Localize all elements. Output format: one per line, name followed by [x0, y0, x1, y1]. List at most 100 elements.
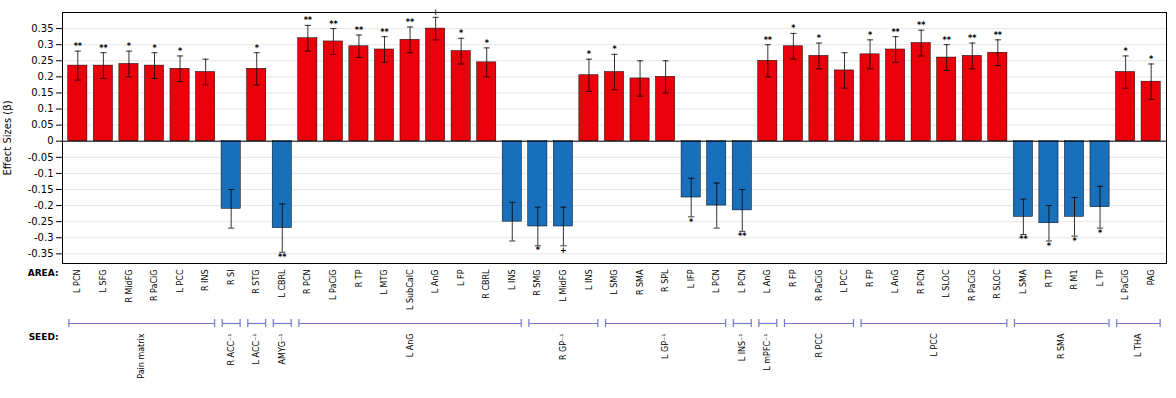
svg-text:*: * — [587, 50, 592, 59]
svg-text:0.15: 0.15 — [31, 87, 53, 98]
svg-text:L mPFC⁻¹: L mPFC⁻¹ — [763, 334, 772, 371]
svg-text:L INS: L INS — [508, 270, 517, 290]
svg-text:L PaCiG: L PaCiG — [329, 270, 338, 300]
svg-text:-0.3: -0.3 — [34, 232, 54, 243]
svg-text:L PCN: L PCN — [712, 269, 721, 292]
svg-text:L TP: L TP — [1096, 269, 1105, 286]
svg-text:R M1: R M1 — [1070, 270, 1079, 290]
svg-text:*: * — [1047, 242, 1052, 251]
svg-text:L INS: L INS — [585, 270, 594, 290]
svg-text:L PCC: L PCC — [930, 333, 939, 356]
svg-text:0.05: 0.05 — [31, 119, 53, 130]
svg-text:*: * — [127, 42, 132, 51]
svg-text:*: * — [1072, 237, 1077, 246]
svg-text:R SPL: R SPL — [661, 269, 670, 292]
svg-text:L PCN: L PCN — [738, 269, 747, 292]
svg-text:+: + — [560, 246, 567, 255]
svg-text:-0.35: -0.35 — [28, 248, 54, 259]
svg-text:R MidFG: R MidFG — [125, 270, 134, 303]
svg-text:L SFG: L SFG — [99, 270, 108, 293]
svg-text:**: ** — [304, 16, 313, 25]
svg-text:-0.25: -0.25 — [28, 216, 54, 227]
svg-text:L AnG: L AnG — [431, 270, 440, 294]
svg-text:-0.2: -0.2 — [34, 200, 54, 211]
svg-text:R ACC⁻¹: R ACC⁻¹ — [227, 334, 236, 366]
svg-text:*: * — [1124, 47, 1129, 56]
svg-text:-0.15: -0.15 — [28, 184, 54, 195]
svg-text:L INS⁻¹: L INS⁻¹ — [738, 334, 747, 362]
svg-text:Effect Sizes (β): Effect Sizes (β) — [2, 100, 13, 175]
svg-text:L MidFG: L MidFG — [559, 270, 568, 302]
svg-text:*: * — [689, 218, 694, 227]
svg-text:AMYG⁻¹: AMYG⁻¹ — [278, 334, 287, 365]
svg-text:R INS: R INS — [201, 270, 210, 292]
svg-text:R PCN: R PCN — [303, 269, 312, 294]
svg-text:L IFP: L IFP — [687, 269, 696, 288]
svg-text:**: ** — [994, 31, 1003, 40]
svg-text:**: ** — [406, 18, 415, 27]
svg-text:R PaCiG: R PaCiG — [968, 270, 977, 301]
svg-text:L SubCalC: L SubCalC — [406, 269, 415, 310]
svg-text:0.2: 0.2 — [38, 71, 54, 82]
svg-text:R SMG: R SMG — [533, 270, 542, 296]
svg-text:L AnG: L AnG — [763, 270, 772, 294]
svg-text:R PCN: R PCN — [917, 269, 926, 294]
svg-text:*: * — [612, 45, 617, 54]
svg-text:R TP: R TP — [355, 269, 364, 287]
svg-text:*: * — [1149, 55, 1154, 64]
svg-text:*: * — [255, 44, 260, 53]
svg-text:R SI: R SI — [227, 270, 236, 286]
svg-text:-0.1: -0.1 — [34, 168, 54, 179]
svg-text:**: ** — [917, 21, 926, 30]
svg-text:**: ** — [380, 28, 389, 37]
svg-text:Pain matrix: Pain matrix — [137, 333, 146, 379]
svg-text:L PCC: L PCC — [840, 269, 849, 292]
svg-text:**: ** — [738, 232, 747, 241]
svg-text:L AnG: L AnG — [891, 270, 900, 294]
svg-text:L MTG: L MTG — [380, 270, 389, 295]
svg-text:**: ** — [1019, 235, 1028, 244]
svg-text:+: + — [432, 8, 439, 17]
svg-text:*: * — [485, 39, 490, 48]
svg-text:L CBRL: L CBRL — [278, 269, 287, 298]
svg-text:**: ** — [99, 44, 108, 53]
svg-text:0.3: 0.3 — [38, 39, 54, 50]
svg-text:0.25: 0.25 — [31, 55, 53, 66]
svg-text:**: ** — [764, 36, 773, 45]
svg-text:*: * — [1098, 229, 1103, 238]
svg-text:R FP: R FP — [789, 269, 798, 287]
svg-text:*: * — [791, 24, 796, 33]
svg-text:L PCN: L PCN — [73, 269, 82, 292]
svg-text:*: * — [817, 34, 822, 43]
svg-text:*: * — [868, 31, 873, 40]
svg-text:R PaCiG: R PaCiG — [150, 270, 159, 301]
svg-text:L SMA: L SMA — [1019, 269, 1028, 294]
svg-text:**: ** — [74, 42, 83, 51]
svg-text:R GP⁻¹: R GP⁻¹ — [559, 334, 568, 361]
svg-text:*: * — [536, 246, 541, 255]
svg-text:0: 0 — [47, 135, 53, 146]
svg-text:L PCC: L PCC — [176, 269, 185, 292]
svg-text:**: ** — [943, 36, 952, 45]
svg-text:L SMG: L SMG — [610, 270, 619, 295]
svg-text:R SMA: R SMA — [1057, 333, 1066, 359]
svg-text:SEED:: SEED: — [29, 332, 59, 342]
svg-text:0.1: 0.1 — [38, 103, 54, 114]
svg-text:R FP: R FP — [866, 269, 875, 287]
svg-text:R PaCiG: R PaCiG — [815, 270, 824, 301]
svg-text:L PaCiG: L PaCiG — [1121, 270, 1130, 300]
svg-text:**: ** — [329, 20, 338, 29]
svg-text:R CBRL: R CBRL — [482, 269, 491, 299]
svg-text:R STG: R STG — [252, 270, 261, 294]
svg-text:**: ** — [891, 28, 900, 37]
svg-text:R TP: R TP — [1045, 269, 1054, 287]
svg-text:**: ** — [278, 253, 287, 262]
svg-text:R SLOC: R SLOC — [993, 269, 1002, 299]
svg-text:L GP⁻¹: L GP⁻¹ — [661, 334, 670, 359]
svg-text:**: ** — [355, 26, 364, 35]
svg-text:0.35: 0.35 — [31, 23, 53, 34]
svg-text:**: ** — [968, 34, 977, 43]
svg-text:*: * — [459, 29, 464, 38]
svg-text:L THA: L THA — [1134, 333, 1143, 357]
svg-text:*: * — [152, 44, 157, 53]
